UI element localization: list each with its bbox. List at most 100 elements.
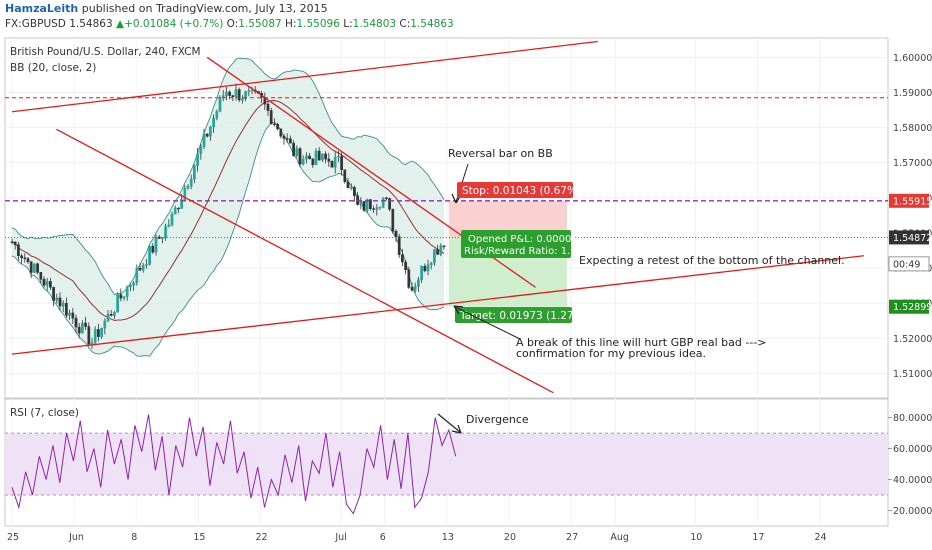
high-label: H: — [285, 18, 297, 30]
candle-body — [250, 89, 254, 92]
candle-body — [244, 91, 247, 99]
candle-body — [394, 230, 398, 237]
candle-body — [333, 156, 337, 168]
candle-body — [276, 124, 279, 130]
candle-body — [362, 201, 366, 211]
candle-body — [29, 261, 33, 273]
author-link[interactable]: HamzaLeith — [5, 2, 79, 15]
candle-body — [202, 133, 206, 147]
lower-channel-line — [11, 255, 864, 355]
close-label: C: — [399, 18, 411, 30]
candle-body — [365, 199, 369, 211]
candle-body — [413, 286, 417, 291]
candle-body — [81, 322, 84, 334]
candle-body — [279, 128, 283, 137]
price-tick-label: 1.51000 — [893, 369, 932, 380]
candle-body — [225, 91, 228, 96]
candle-body — [205, 133, 209, 137]
candle-body — [77, 326, 81, 334]
candle-body — [173, 207, 177, 215]
candle-body — [33, 263, 36, 273]
price-tag — [888, 256, 930, 272]
candle-body — [442, 245, 446, 248]
candle-body — [177, 207, 180, 210]
time-tick-label: Jun — [68, 532, 84, 543]
candle-body — [148, 245, 151, 265]
rsi-band — [5, 433, 888, 496]
price-tag-label: 1.54872 — [893, 233, 932, 244]
candle-body — [375, 207, 379, 210]
candle-body — [132, 282, 135, 286]
candle-body — [423, 265, 427, 272]
divergence-arrow-head — [451, 424, 462, 434]
pnl-badge: Opened P&L: 0.00009 Risk/Reward Ratio: 1… — [461, 230, 583, 258]
svg-text:Opened P&L: 0.00009: Opened P&L: 0.00009 — [468, 234, 578, 245]
candle-body — [58, 297, 62, 307]
candle-body — [359, 201, 363, 205]
price-tag-label: 00:49 — [893, 259, 920, 270]
candle-body — [93, 329, 97, 343]
candle-body — [298, 148, 302, 165]
candle-body — [180, 199, 183, 209]
chart-title: British Pound/U.S. Dollar, 240, FXCM — [10, 46, 201, 58]
candle-body — [61, 302, 65, 307]
divergence-arrow — [437, 413, 461, 433]
candle-body — [221, 95, 225, 98]
price-tick-label: 1.59000 — [893, 88, 932, 99]
candle-body — [68, 312, 71, 316]
up-arrow-icon: ▲ — [116, 18, 125, 30]
break-arrow-head — [453, 305, 464, 315]
candle-body — [426, 264, 430, 272]
candle-body — [52, 287, 55, 301]
candles — [10, 83, 446, 349]
publish-line: HamzaLeith published on TradingView.com,… — [5, 2, 328, 15]
candle-body — [42, 278, 46, 286]
candle-body — [317, 150, 321, 161]
candle-body — [119, 294, 123, 299]
candle-body — [49, 281, 52, 288]
candle-body — [349, 187, 353, 189]
candle-body — [164, 226, 167, 238]
price-tick-label: 1.57000 — [893, 158, 932, 169]
candle-body — [161, 237, 164, 239]
candle-body — [186, 185, 190, 189]
price-tick-label: 1.52000 — [893, 334, 932, 345]
candle-body — [391, 208, 395, 232]
candle-body — [314, 150, 318, 166]
candle-body — [385, 197, 388, 199]
rsi-title: RSI (7, close) — [10, 407, 79, 419]
candle-body — [20, 255, 23, 259]
candle-body — [369, 199, 372, 209]
candle-body — [404, 261, 407, 270]
candle-body — [189, 178, 193, 187]
candle-body — [71, 312, 75, 319]
candle-body — [285, 138, 289, 140]
candle-body — [295, 148, 299, 156]
candle-body — [74, 317, 78, 328]
candle-body — [36, 263, 39, 273]
candle-body — [308, 155, 311, 159]
candle-body — [154, 236, 158, 253]
time-tick-label: 15 — [193, 532, 205, 543]
time-tick-label: 10 — [690, 532, 702, 543]
candle-body — [109, 314, 113, 316]
candle-body — [353, 187, 356, 197]
open-value: 1.55087 — [238, 18, 282, 30]
bb-label: BB (20, close, 2) — [10, 62, 96, 74]
candle-body — [340, 155, 343, 170]
candle-body — [100, 327, 103, 337]
bollinger-bands — [11, 57, 445, 357]
candle-body — [84, 322, 87, 327]
rsi-tick-label: 20.0000 — [893, 506, 932, 517]
candle-body — [209, 126, 212, 137]
svg-text:Target: 0.01973 (1.27%): Target: 0.01973 (1.27%) — [459, 310, 588, 322]
price-tag — [889, 230, 929, 245]
candle-body — [397, 236, 401, 255]
candle-body — [420, 265, 423, 280]
candle-body — [218, 97, 222, 112]
candle-body — [196, 153, 199, 166]
rsi-line — [11, 414, 457, 515]
low-label: L: — [343, 18, 353, 30]
candle-body — [129, 284, 132, 287]
